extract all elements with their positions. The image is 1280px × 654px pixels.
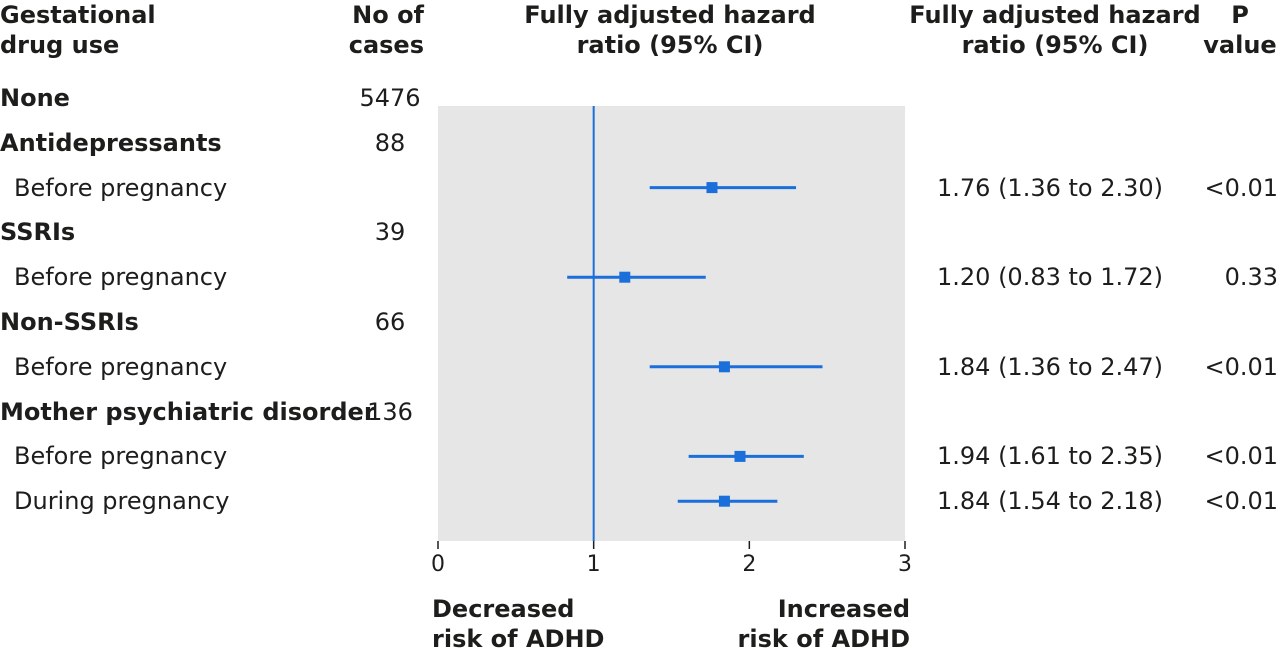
- x-tick-label-0: 0: [431, 552, 445, 577]
- hazard-ratio-point: [718, 495, 730, 507]
- increased-line2: risk of ADHD: [737, 625, 910, 653]
- p-header-line1: P: [1231, 1, 1249, 29]
- group-label: None: [0, 84, 70, 112]
- plot-header-line2: ratio (95% CI): [576, 31, 764, 59]
- group-label: Antidepressants: [0, 128, 222, 157]
- cases-value: 39: [374, 218, 406, 247]
- hazard-ratio-point: [734, 450, 746, 462]
- subgroup-label: During pregnancy: [14, 487, 230, 516]
- plot-marks: [567, 182, 823, 507]
- increased-line1: Increased: [777, 595, 910, 623]
- hazard-ratio-text: 1.94 (1.61 to 2.35): [937, 442, 1164, 471]
- subgroup-label: Before pregnancy: [14, 263, 228, 292]
- cases-header-line2: cases: [348, 31, 424, 59]
- x-tick-label-2: 2: [742, 552, 756, 577]
- cases-header-line1: No of: [352, 1, 424, 29]
- hazard-ratio-text: 1.84 (1.36 to 2.47): [937, 352, 1164, 381]
- decreased-line1: Decreased: [432, 595, 575, 623]
- p-value: <0.01: [1204, 173, 1278, 202]
- group-label: Non-SSRIs: [0, 308, 139, 336]
- cases-value: 5476: [359, 84, 421, 112]
- p-value: <0.01: [1204, 487, 1278, 516]
- p-value: <0.01: [1204, 442, 1278, 471]
- x-tick-label-1: 1: [587, 552, 601, 577]
- decreased-risk-label: Decreased risk of ADHD: [432, 594, 604, 654]
- subgroup-label: Before pregnancy: [14, 173, 228, 202]
- plot-header-line1: Fully adjusted hazard: [524, 1, 816, 29]
- hr-header-line1: Fully adjusted hazard: [909, 1, 1201, 29]
- hazard-ratio-point: [718, 361, 730, 373]
- group-header: Gestational drug use: [0, 0, 156, 60]
- group-header-line1: Gestational: [0, 1, 156, 29]
- hazard-ratio-text: 1.76 (1.36 to 2.30): [937, 173, 1164, 202]
- cases-value: 66: [374, 308, 406, 336]
- group-label: Mother psychiatric disorder: [0, 397, 376, 426]
- hr-header: Fully adjusted hazard ratio (95% CI): [900, 0, 1210, 60]
- cases-value: 88: [374, 128, 406, 157]
- hazard-ratio-point: [619, 271, 631, 283]
- cases-value: 136: [367, 397, 413, 426]
- decreased-line2: risk of ADHD: [432, 625, 605, 653]
- plot-panel: [438, 106, 905, 541]
- hazard-ratio-point: [706, 182, 718, 194]
- group-header-line2: drug use: [0, 31, 120, 59]
- p-header: P value: [1200, 0, 1280, 60]
- plot-header: Fully adjusted hazard ratio (95% CI): [480, 0, 860, 60]
- p-value: 0.33: [1224, 263, 1278, 292]
- hazard-ratio-text: 1.84 (1.54 to 2.18): [937, 487, 1164, 516]
- subgroup-label: Before pregnancy: [14, 442, 228, 471]
- p-header-line2: value: [1203, 31, 1277, 59]
- hr-header-line2: ratio (95% CI): [961, 31, 1149, 59]
- p-value: <0.01: [1204, 352, 1278, 381]
- increased-risk-label: Increased risk of ADHD: [700, 594, 910, 654]
- subgroup-label: Before pregnancy: [14, 352, 228, 381]
- hazard-ratio-text: 1.20 (0.83 to 1.72): [937, 263, 1164, 292]
- x-tick-label-3: 3: [898, 552, 912, 577]
- x-axis: 0 1 2 3: [431, 541, 912, 577]
- cases-header: No of cases: [340, 0, 424, 60]
- group-label: SSRIs: [0, 218, 76, 247]
